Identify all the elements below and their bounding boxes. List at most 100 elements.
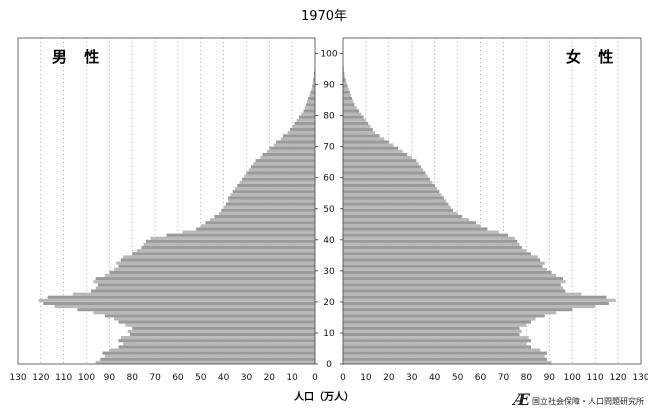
female-label: 女 性: [566, 48, 619, 66]
male-bar: [95, 277, 315, 281]
male-bar: [47, 295, 315, 299]
female-bar: [343, 227, 488, 231]
male-bar: [113, 317, 315, 321]
female-bar: [343, 292, 582, 296]
female-bar: [343, 224, 481, 228]
female-bar: [343, 339, 531, 343]
female-bar: [343, 162, 419, 166]
female-bar: [343, 230, 499, 234]
male-bar: [301, 112, 315, 116]
male-bar: [136, 249, 315, 253]
male-bar: [292, 124, 315, 129]
male-bar: [310, 90, 315, 94]
female-bar: [343, 298, 616, 302]
male-bar: [91, 289, 315, 293]
male-bar: [311, 87, 315, 91]
male-bar: [100, 357, 315, 361]
male-bar: [132, 252, 315, 256]
female-bar: [343, 106, 357, 110]
male-bar: [232, 190, 315, 194]
male-bar: [269, 146, 315, 150]
age-tick-label: 40: [323, 236, 335, 246]
female-bar: [343, 295, 607, 299]
female-bar: [343, 196, 444, 200]
female-bar: [343, 336, 529, 340]
age-tick-label: 100: [320, 50, 337, 60]
male-bar: [223, 205, 315, 209]
male-bar: [145, 239, 315, 243]
x-tick-label: 40: [218, 373, 230, 383]
female-bar: [343, 84, 348, 88]
female-bar: [343, 267, 548, 271]
x-tick-label: 120: [32, 373, 49, 383]
female-bar: [343, 190, 440, 194]
female-bar: [343, 177, 431, 181]
male-bar: [312, 84, 315, 88]
male-bar: [225, 202, 315, 206]
credit-text: 国立社会保障・人口問題研究所: [532, 397, 644, 406]
male-bar: [104, 273, 315, 278]
male-bar: [109, 348, 315, 352]
female-bar: [343, 354, 545, 358]
female-bar: [343, 270, 552, 274]
x-tick-label: 10: [360, 373, 372, 383]
female-bar: [343, 305, 596, 309]
female-bar: [343, 326, 520, 330]
age-tick-label: 50: [323, 205, 335, 215]
female-bar: [343, 317, 536, 321]
male-bar: [309, 93, 315, 97]
female-bar: [343, 208, 454, 212]
female-bar: [343, 283, 561, 287]
female-bar: [343, 165, 421, 169]
female-bar: [343, 155, 412, 160]
female-bar: [343, 109, 360, 113]
x-tick-label: 20: [264, 373, 276, 383]
x-tick-label: 100: [78, 373, 95, 383]
x-tick-label: 30: [241, 373, 253, 383]
male-bar: [123, 342, 315, 346]
x-tick-label: 70: [149, 373, 161, 383]
age-tick-label: 10: [323, 329, 335, 339]
female-bar: [343, 205, 451, 209]
female-bar: [343, 323, 527, 327]
male-bar: [299, 115, 315, 119]
female-bar: [343, 214, 463, 219]
male-bar: [54, 305, 316, 309]
male-bar: [72, 292, 315, 296]
male-label: 男 性: [52, 48, 105, 66]
male-bar: [38, 298, 316, 302]
male-bar: [141, 246, 315, 250]
male-bar: [125, 323, 315, 327]
x-tick-label: 90: [544, 373, 556, 383]
age-tick-label: 80: [323, 112, 335, 122]
female-bar: [343, 103, 355, 107]
male-bar: [314, 72, 315, 76]
female-bar: [343, 211, 458, 215]
male-bar: [307, 100, 315, 104]
female-bar: [343, 277, 564, 281]
female-bar: [343, 143, 394, 147]
male-bar: [129, 332, 315, 337]
female-bar: [343, 124, 371, 129]
female-bar: [343, 236, 515, 240]
female-bar: [343, 187, 437, 191]
male-bar: [283, 134, 315, 138]
x-tick-label: 110: [587, 373, 604, 383]
male-bar: [235, 187, 315, 191]
male-bar: [260, 155, 315, 160]
male-bar: [303, 109, 315, 113]
male-bar: [97, 283, 315, 287]
female-bar: [343, 242, 520, 247]
male-bar: [127, 329, 316, 333]
male-bar: [255, 159, 315, 163]
male-bar: [93, 311, 316, 315]
female-bar: [343, 286, 564, 290]
female-bar: [343, 146, 399, 150]
female-bar: [343, 233, 509, 237]
male-bar: [289, 128, 315, 132]
female-bar: [343, 252, 531, 256]
x-tick-label: 0: [340, 373, 346, 383]
female-bar: [343, 174, 428, 178]
male-bar: [228, 199, 315, 203]
